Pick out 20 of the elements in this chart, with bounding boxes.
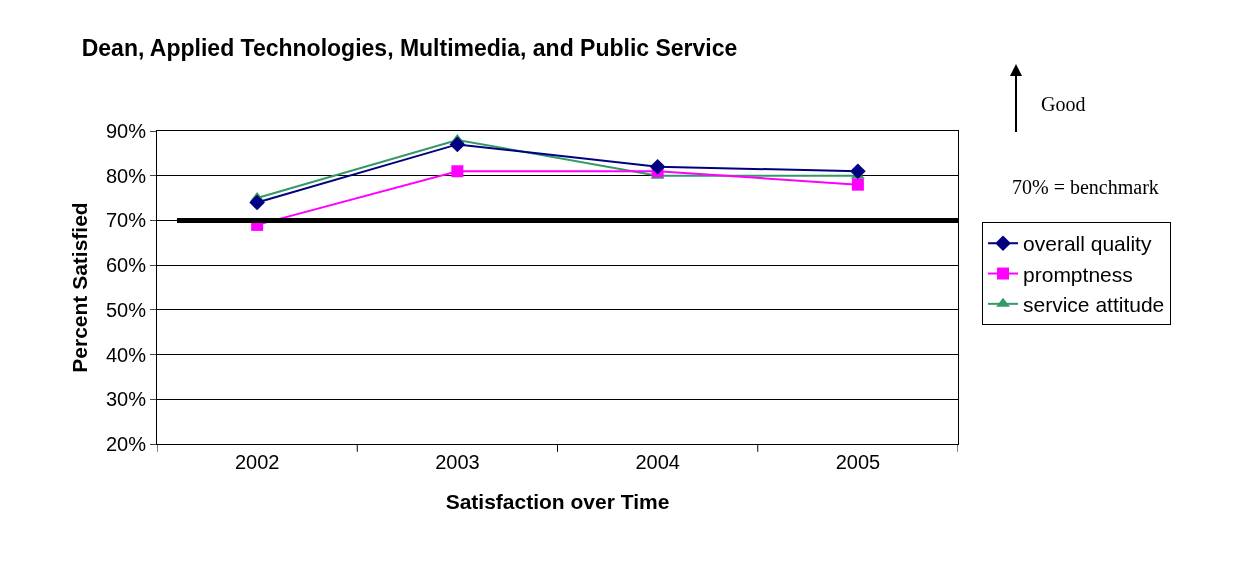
- y-tick-label: 40%: [105, 343, 147, 366]
- x-tick-label: 2004: [635, 451, 680, 473]
- x-tick-label: 2005: [835, 451, 881, 473]
- y-tick-label: 60%: [105, 254, 147, 277]
- y-axis-title: Percent Satisfied: [68, 202, 92, 373]
- y-tick-label: 50%: [105, 298, 147, 321]
- legend-label: overall quality: [1023, 232, 1152, 256]
- y-tick-label: 70%: [105, 209, 147, 232]
- y-tick-label: 20%: [105, 433, 147, 455]
- legend-label: promptness: [1023, 262, 1133, 286]
- legend-label: service attitude: [1023, 293, 1165, 317]
- x-tick-label: 2003: [435, 451, 480, 473]
- y-tick-label: 30%: [105, 388, 147, 411]
- ref-line-label: 70% = benchmark: [1012, 176, 1159, 198]
- y-tick-label: 80%: [105, 164, 147, 187]
- x-tick-label: 2002: [234, 451, 280, 473]
- chart-title: Dean, Applied Technologies, Multimedia, and Public Service: [81, 35, 738, 62]
- y-tick-label: 90%: [105, 120, 147, 142]
- x-axis-title: Satisfaction over Time: [445, 490, 670, 514]
- text: Good: [1041, 93, 1086, 115]
